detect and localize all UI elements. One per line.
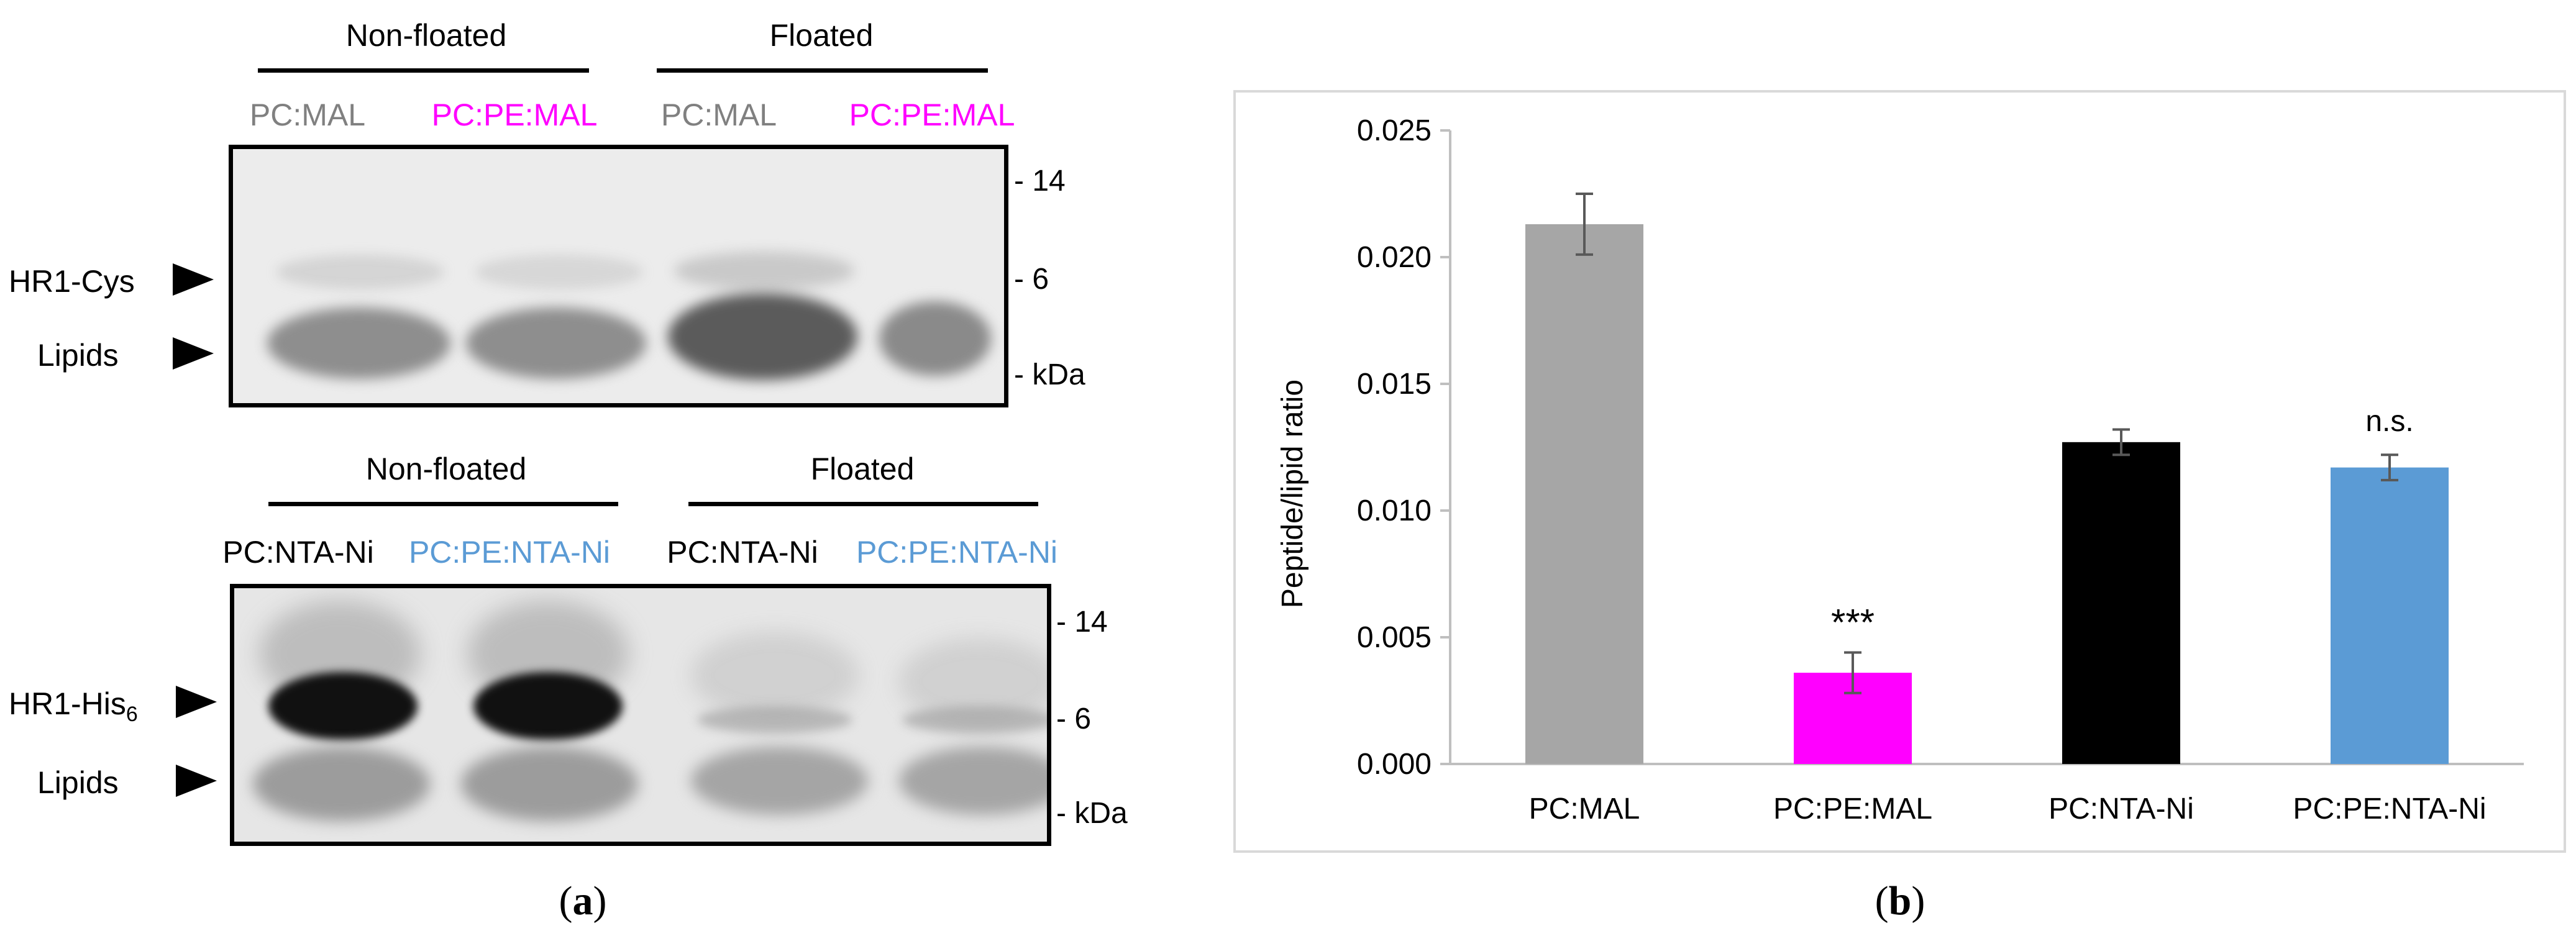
bottom-gel-lane-label-3: PC:NTA-Ni <box>667 535 818 570</box>
hr1-his-subscript: 6 <box>126 702 138 726</box>
bottom-gel-marker-6: - 6 <box>1056 702 1092 735</box>
hr1-his-text: HR1-His <box>9 686 126 721</box>
y-axis-title: Peptide/lipid ratio <box>1276 380 1309 608</box>
top-gel-arrow-lipids-icon <box>173 337 214 370</box>
bar <box>2331 467 2449 764</box>
x-tick-label: PC:PE:MAL <box>1773 793 1932 825</box>
x-tick-label: PC:PE:NTA-Ni <box>2293 793 2486 825</box>
caption-b-letter: b <box>1888 878 1912 924</box>
bar <box>2062 442 2180 764</box>
bottom-gel-image <box>230 584 1051 846</box>
bottom-gel-band-lipid-lane1 <box>253 747 430 821</box>
top-gel-rule-non-floated <box>258 68 589 73</box>
top-gel-marker-kda: - kDa <box>1014 358 1085 391</box>
top-gel-group-non-floated: Non-floated <box>345 18 507 53</box>
bottom-gel-smear-lane3 <box>691 632 859 719</box>
caption-b-open: ( <box>1875 878 1889 924</box>
bottom-gel-lane-label-1: PC:NTA-Ni <box>222 535 374 570</box>
caption-b-close: ) <box>1911 878 1925 924</box>
chart-frame <box>1233 90 2566 853</box>
x-tick-labels: PC:MAL PC:PE:MAL PC:NTA-Ni PC:PE:NTA-Ni <box>1529 793 2487 825</box>
top-gel-lane-label-2: PC:PE:MAL <box>431 98 598 132</box>
bottom-gel-band-hr1-lane3 <box>697 706 852 734</box>
bottom-gel-arrow-lipids-icon <box>176 765 217 797</box>
caption-a-open: ( <box>559 878 573 924</box>
bottom-gel-band-label-lipids: Lipids <box>37 765 119 800</box>
y-tick-label: 0.000 <box>1357 748 1432 781</box>
bottom-gel-band-label-hr1-his6: HR1-His6 <box>9 688 138 725</box>
y-tick-label: 0.025 <box>1357 114 1432 147</box>
bottom-gel-arrow-hr1-his6-icon <box>176 686 217 718</box>
bottom-gel-group-non-floated: Non-floated <box>365 452 527 486</box>
panel-a-caption: (a) <box>559 881 607 922</box>
top-gel-lane-label-4: PC:PE:MAL <box>849 98 1015 132</box>
bottom-gel-band-hr1-lane1 <box>268 672 418 740</box>
significance-annotation: n.s. <box>2365 405 2413 438</box>
top-gel-arrow-hr1-cys-icon <box>173 263 214 296</box>
bottom-gel-marker-14: - 14 <box>1056 606 1108 639</box>
bars <box>1525 224 2449 765</box>
top-gel-group-floated: Floated <box>769 18 874 53</box>
panel-b-caption: (b) <box>1875 881 1925 922</box>
y-ticks: 0.000 0.005 0.010 0.015 0.020 0.025 <box>1357 114 1450 781</box>
bar <box>1525 224 1643 765</box>
bottom-gel-lane-label-2: PC:PE:NTA-Ni <box>408 535 611 570</box>
top-gel-marker-14: - 14 <box>1014 165 1066 198</box>
bottom-gel-rule-non-floated <box>268 502 618 506</box>
top-gel-lane-label-3: PC:MAL <box>660 98 777 132</box>
bottom-gel-band-hr1-lane4 <box>902 706 1047 734</box>
top-gel-band-label-lipids: Lipids <box>37 338 119 373</box>
bottom-gel-rule-floated <box>688 502 1038 506</box>
bottom-gel-band-hr1-lane2 <box>473 672 623 740</box>
bottom-gel-band-lipid-lane3 <box>691 747 868 815</box>
caption-a-letter: a <box>572 878 593 924</box>
top-gel-band-label-hr1-cys: HR1-Cys <box>9 264 135 299</box>
top-gel-rule-floated <box>657 68 988 73</box>
bottom-gel-band-lipid-lane4 <box>899 747 1047 815</box>
bottom-gel-group-floated: Floated <box>810 452 915 486</box>
top-gel-marker-6: - 6 <box>1014 263 1049 296</box>
y-axis-title-group: Peptide/lipid ratio <box>1276 380 1309 608</box>
y-tick-label: 0.015 <box>1357 368 1432 401</box>
top-gel-lane-label-1: PC:MAL <box>249 98 366 132</box>
annotations: *** n.s. <box>1831 405 2414 643</box>
top-gel-band-lipid-lane3 <box>668 293 857 380</box>
y-tick-label: 0.005 <box>1357 621 1432 654</box>
x-tick-label: PC:NTA-Ni <box>2048 793 2194 825</box>
y-tick-label: 0.010 <box>1357 494 1432 527</box>
bottom-gel-band-lipid-lane2 <box>461 747 638 821</box>
significance-annotation: *** <box>1831 601 1875 643</box>
top-gel-band-hr1-lane3 <box>674 252 854 290</box>
caption-a-close: ) <box>593 878 607 924</box>
x-tick-label: PC:MAL <box>1529 793 1640 825</box>
bottom-gel-lane-label-4: PC:PE:NTA-Ni <box>856 535 1058 570</box>
top-gel-band-lipid-lane4 <box>879 301 991 376</box>
error-bars <box>1576 193 2398 694</box>
bottom-gel-marker-kda: - kDa <box>1056 797 1128 830</box>
top-gel-band-lipid-lane1 <box>267 307 450 379</box>
top-gel-band-hr1-lane2 <box>475 255 643 289</box>
top-gel-image <box>229 145 1008 407</box>
top-gel-band-hr1-lane1 <box>276 255 444 289</box>
top-gel-band-lipid-lane2 <box>466 307 646 379</box>
y-tick-label: 0.020 <box>1357 241 1432 274</box>
